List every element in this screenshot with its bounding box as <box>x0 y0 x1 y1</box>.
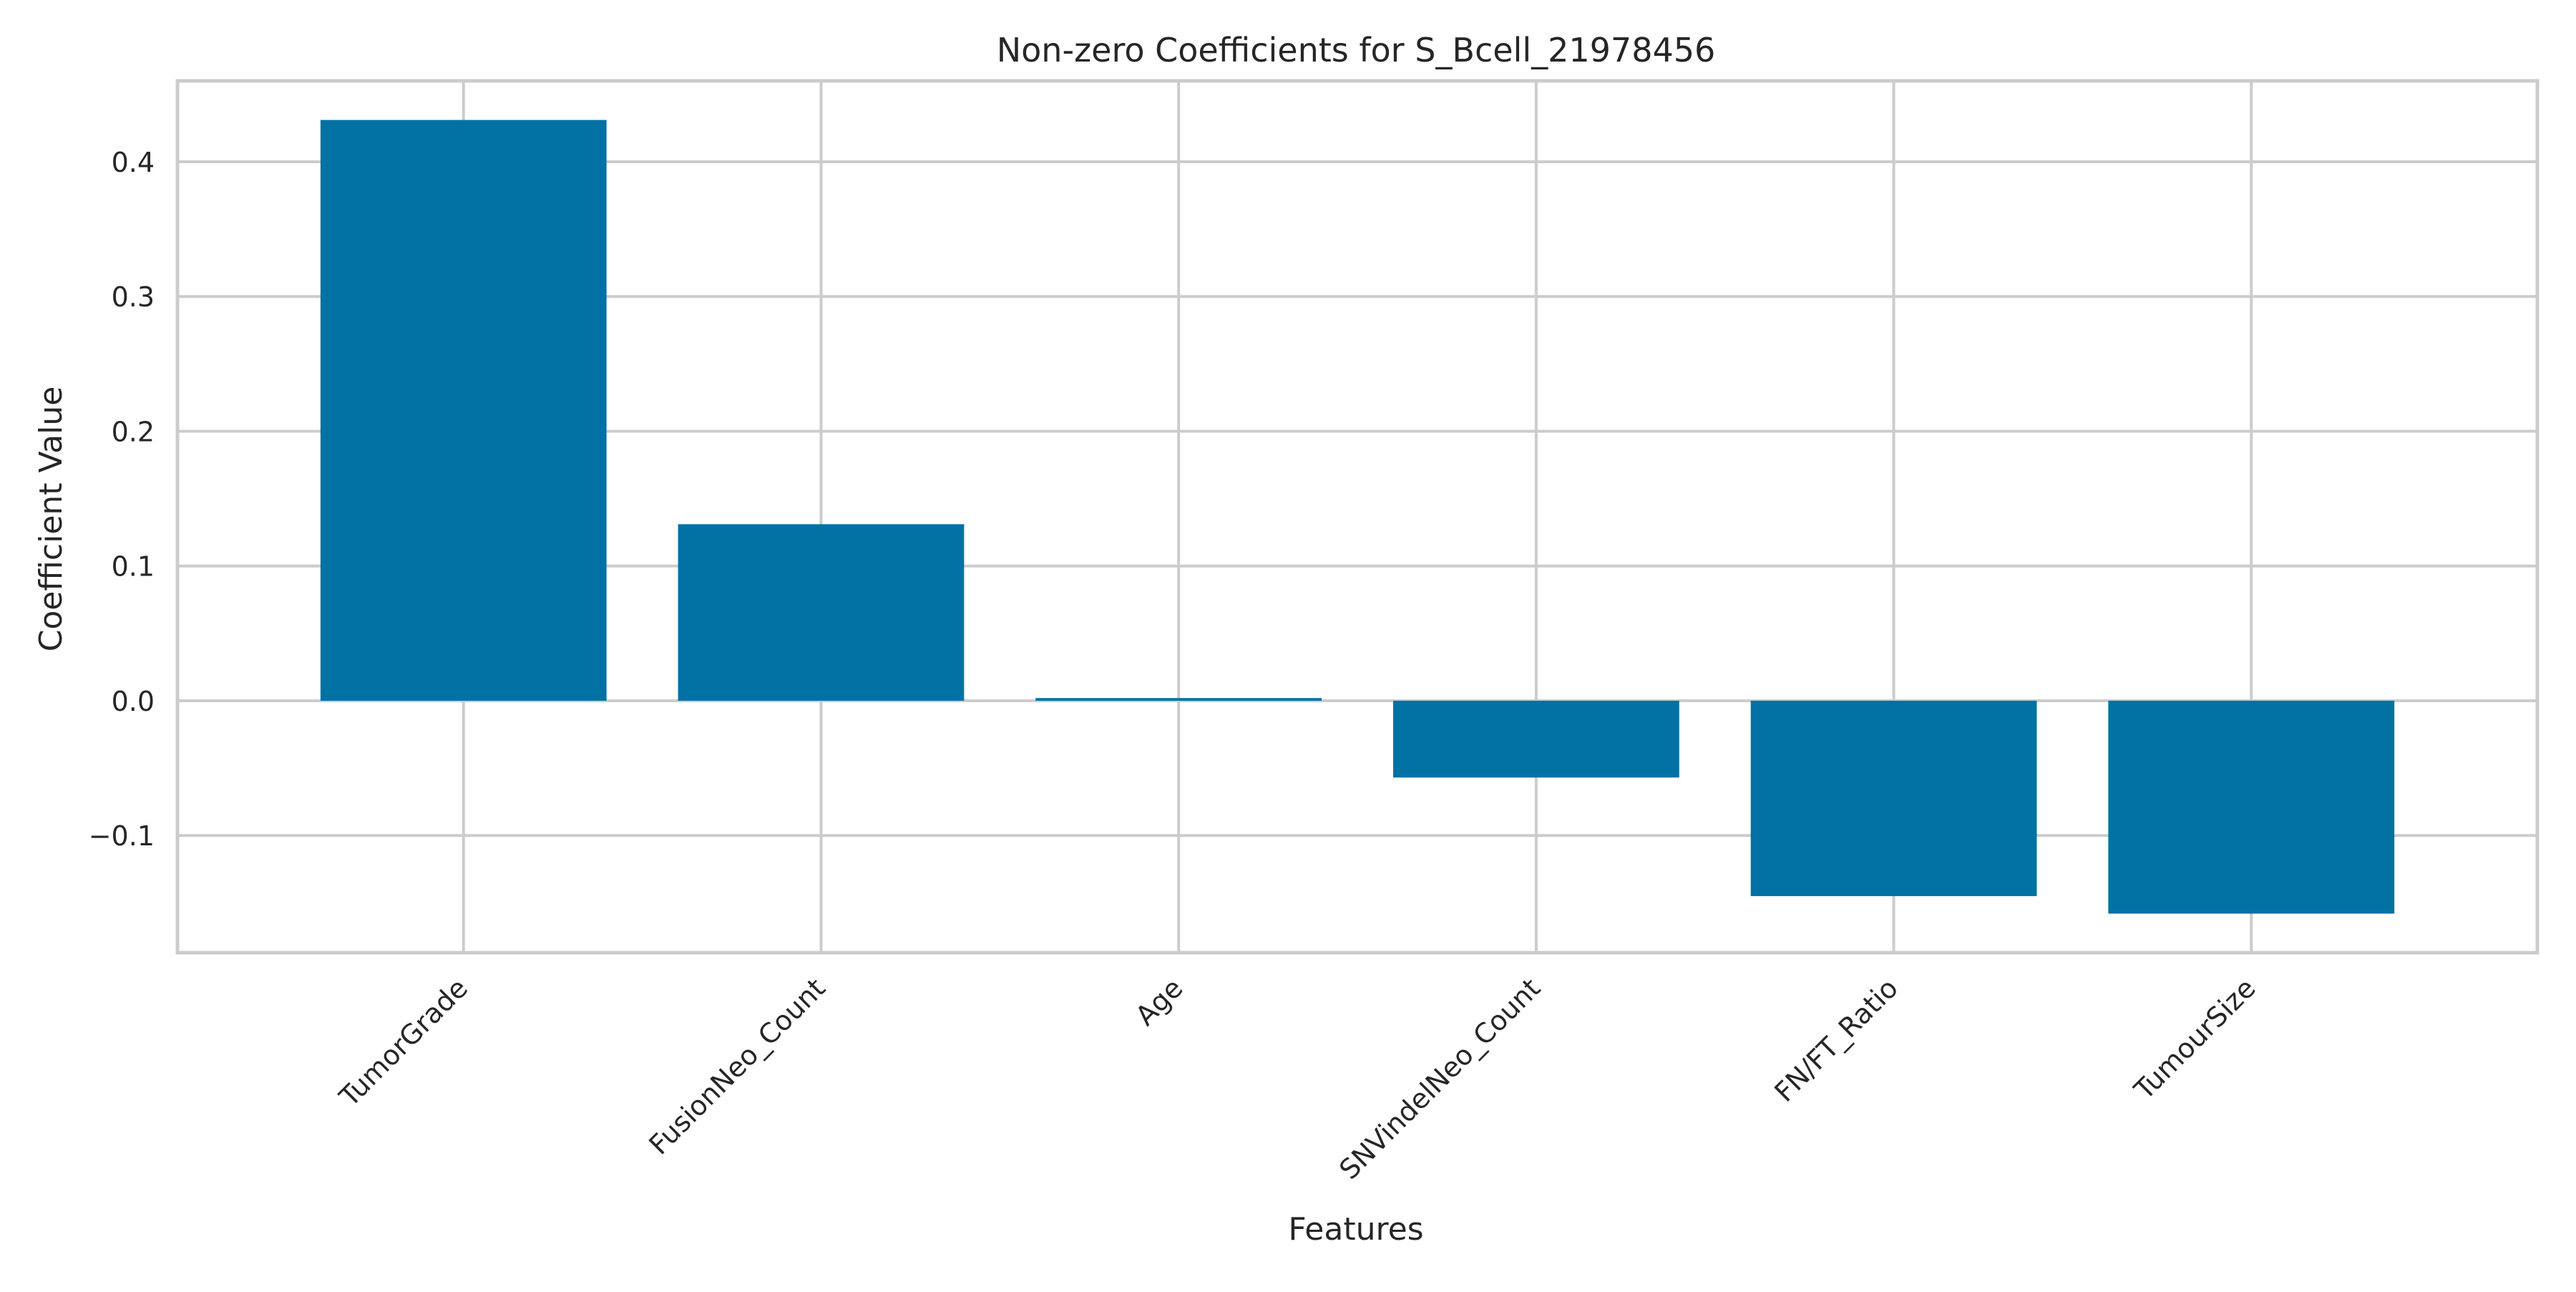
bar-age <box>1035 698 1322 701</box>
y-tick-labels: −0.1 0.0 0.1 0.2 0.3 0.4 <box>89 147 155 852</box>
y-tick-label: 0.2 <box>112 416 155 447</box>
y-tick-label: 0.3 <box>112 281 155 313</box>
chart-title: Non-zero Coefficients for S_Bcell_219784… <box>997 31 1716 69</box>
bar-tumoursize <box>2108 700 2395 914</box>
bar-fusionneo-count <box>678 524 965 701</box>
y-tick-label: 0.1 <box>112 551 155 583</box>
bars <box>320 120 2395 914</box>
y-tick-label: 0.4 <box>112 147 155 178</box>
y-axis-label: Coefficient Value <box>33 387 69 652</box>
y-tick-label: −0.1 <box>89 820 155 852</box>
x-axis-label: Features <box>1288 1211 1423 1248</box>
plot-frame <box>175 79 2540 955</box>
bar-tumorgrade <box>320 120 607 701</box>
bar-snvindelneo-count <box>1392 700 1679 778</box>
bar-fn-ft-ratio <box>1750 700 2037 896</box>
y-tick-label: 0.0 <box>112 686 155 717</box>
